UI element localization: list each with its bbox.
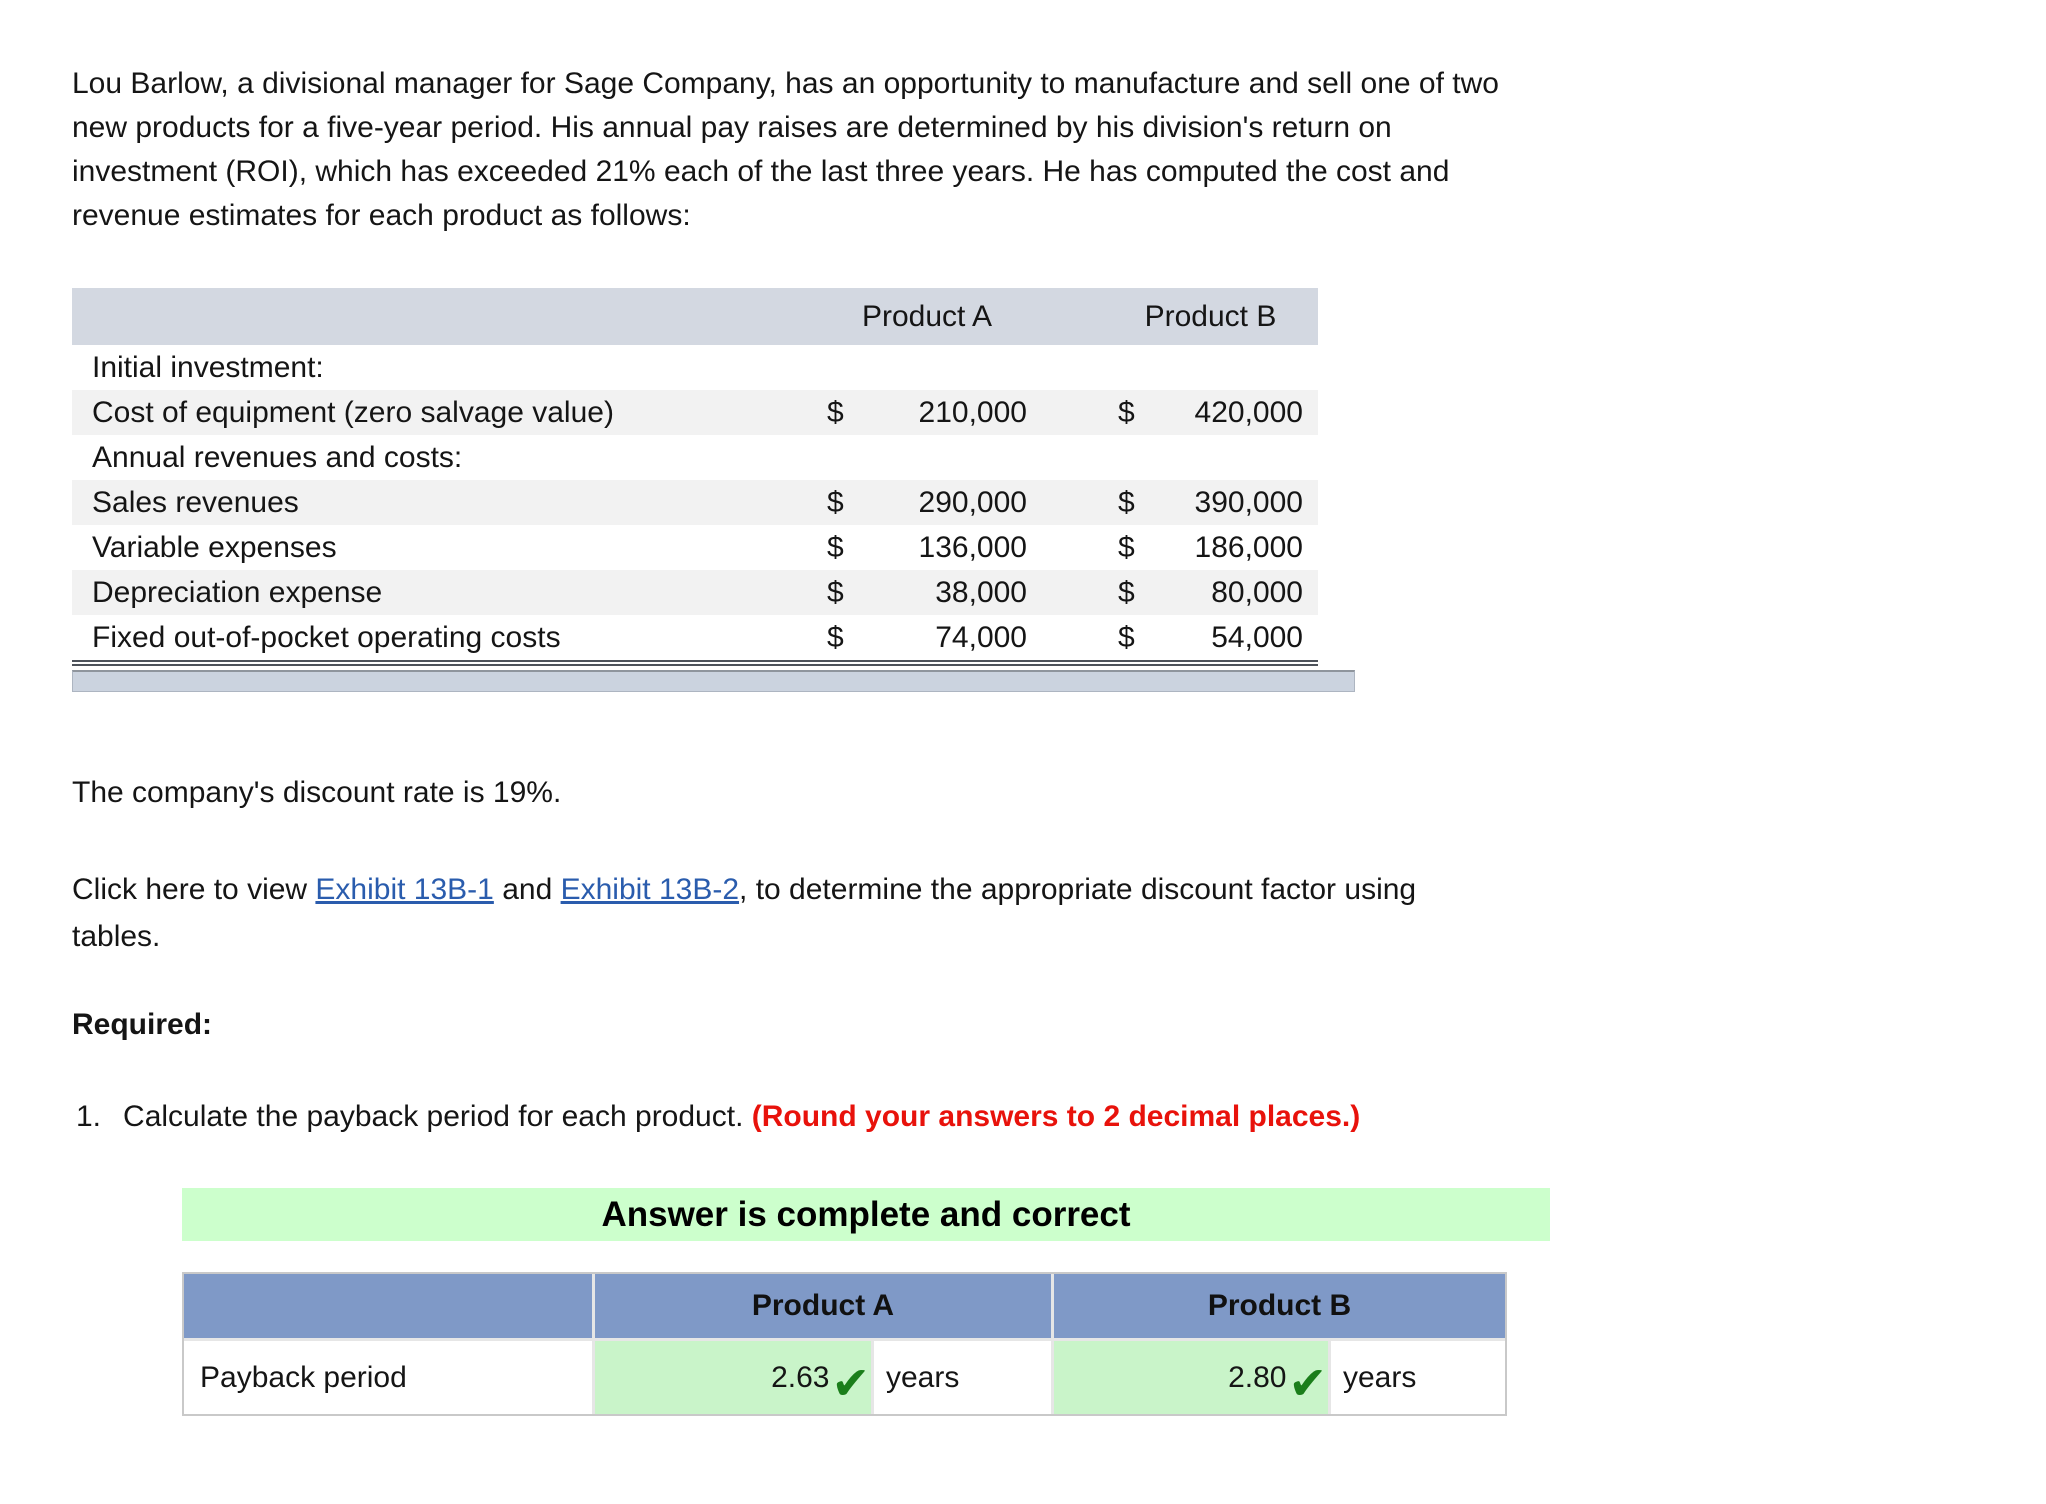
currency-symbol: $	[827, 395, 844, 429]
table-row-sales-revenues: Sales revenues $ 290,000 $ 390,000	[72, 480, 1318, 525]
problem-statement-line: new products for a five-year period. His…	[72, 111, 1392, 144]
problem-statement-line: revenue estimates for each product as fo…	[72, 199, 691, 232]
currency-symbol: $	[1118, 575, 1135, 609]
answer-unit-product-b: years	[1331, 1341, 1505, 1414]
table-row-initial-investment: Initial investment:	[72, 345, 1318, 390]
amount-value: 38,000	[935, 575, 1027, 609]
row-label: Depreciation expense	[92, 575, 383, 609]
row-label: Annual revenues and costs:	[92, 440, 463, 474]
exhibit-links-line1: Click here to view Exhibit 13B-1 and Exh…	[72, 866, 1416, 913]
table-row-variable-expenses: Variable expenses $ 136,000 $ 186,000	[72, 525, 1318, 570]
answer-input-product-a[interactable]: 2.63 ✔	[595, 1341, 871, 1414]
amount-product-b: $ 54,000	[1118, 621, 1303, 655]
currency-symbol: $	[1118, 530, 1135, 564]
amount-value: 136,000	[918, 530, 1027, 564]
answer-row-label: Payback period	[184, 1341, 592, 1414]
exhibit-text-and: and	[493, 873, 561, 906]
required-heading: Required:	[72, 1008, 213, 1041]
table-row-cost-of-equipment: Cost of equipment (zero salvage value) $…	[72, 390, 1318, 435]
rounding-instruction: (Round your answers to 2 decimal places.…	[751, 1100, 1361, 1133]
amount-value: 54,000	[1211, 620, 1303, 654]
amount-product-a: $ 210,000	[827, 396, 1027, 430]
row-label: Initial investment:	[92, 350, 324, 384]
currency-symbol: $	[827, 620, 844, 654]
table-horizontal-scrollbar[interactable]	[72, 670, 1355, 692]
answer-table: Product A Product B Payback period 2.63 …	[182, 1272, 1507, 1416]
row-label: Fixed out-of-pocket operating costs	[92, 620, 561, 654]
exhibit-13b1-link[interactable]: Exhibit 13B-1	[315, 873, 494, 906]
exhibit-13b2-link[interactable]: Exhibit 13B-2	[560, 873, 740, 906]
exhibit-text-pre: Click here to view	[72, 873, 316, 906]
currency-symbol: $	[827, 485, 844, 519]
question-number: 1.	[76, 1100, 102, 1133]
amount-product-a: $ 74,000	[827, 621, 1027, 655]
answer-header-product-b: Product B	[1054, 1274, 1505, 1338]
answer-table-corner-cell	[184, 1274, 592, 1338]
cost-table-header-product-b: Product B	[1144, 299, 1277, 333]
currency-symbol: $	[1118, 485, 1135, 519]
answer-status-banner: Answer is complete and correct	[182, 1188, 1550, 1241]
amount-value: 390,000	[1194, 485, 1303, 519]
amount-product-a: $ 290,000	[827, 486, 1027, 520]
amount-value: 80,000	[1211, 575, 1303, 609]
amount-product-b: $ 390,000	[1118, 486, 1303, 520]
currency-symbol: $	[1118, 620, 1135, 654]
amount-value: 210,000	[918, 395, 1027, 429]
answer-input-product-b[interactable]: 2.80 ✔	[1054, 1341, 1328, 1414]
cost-revenue-table: Product A Product B Initial investment: …	[72, 288, 1318, 666]
problem-statement-line: investment (ROI), which has exceeded 21%…	[72, 155, 1450, 188]
answer-unit-product-a: years	[874, 1341, 1051, 1414]
cost-table-header-row: Product A Product B	[72, 288, 1318, 345]
currency-symbol: $	[827, 530, 844, 564]
amount-product-b: $ 80,000	[1118, 576, 1303, 610]
amount-value: 420,000	[1194, 395, 1303, 429]
problem-statement: Lou Barlow, a divisional manager for Sag…	[72, 62, 1992, 238]
amount-value: 186,000	[1194, 530, 1303, 564]
question-text: Calculate the payback period for each pr…	[123, 1100, 752, 1133]
cost-table-header-product-a: Product A	[861, 299, 993, 333]
table-row-depreciation-expense: Depreciation expense $ 38,000 $ 80,000	[72, 570, 1318, 615]
amount-product-b: $ 186,000	[1118, 531, 1303, 565]
amount-product-b: $ 420,000	[1118, 396, 1303, 430]
answer-value-product-a: 2.63	[771, 1360, 830, 1394]
exhibit-links-paragraph: Click here to view Exhibit 13B-1 and Exh…	[72, 866, 1416, 960]
amount-value: 74,000	[935, 620, 1027, 654]
amount-product-a: $ 38,000	[827, 576, 1027, 610]
discount-rate-text: The company's discount rate is 19%.	[72, 776, 562, 809]
exhibit-text-post: , to determine the appropriate discount …	[739, 873, 1417, 906]
answer-value-product-b: 2.80	[1228, 1360, 1287, 1394]
table-row-annual-revenues-costs: Annual revenues and costs:	[72, 435, 1318, 480]
currency-symbol: $	[1118, 395, 1135, 429]
problem-statement-line: Lou Barlow, a divisional manager for Sag…	[72, 67, 1499, 100]
table-row-fixed-operating-costs: Fixed out-of-pocket operating costs $ 74…	[72, 615, 1318, 660]
exhibit-links-line2: tables.	[72, 920, 161, 953]
row-label: Variable expenses	[92, 530, 337, 564]
row-label: Cost of equipment (zero salvage value)	[92, 395, 614, 429]
question-1: 1. Calculate the payback period for each …	[76, 1100, 1360, 1134]
amount-value: 290,000	[918, 485, 1027, 519]
currency-symbol: $	[827, 575, 844, 609]
answer-header-product-a: Product A	[595, 1274, 1051, 1338]
row-label: Sales revenues	[92, 485, 299, 519]
amount-product-a: $ 136,000	[827, 531, 1027, 565]
